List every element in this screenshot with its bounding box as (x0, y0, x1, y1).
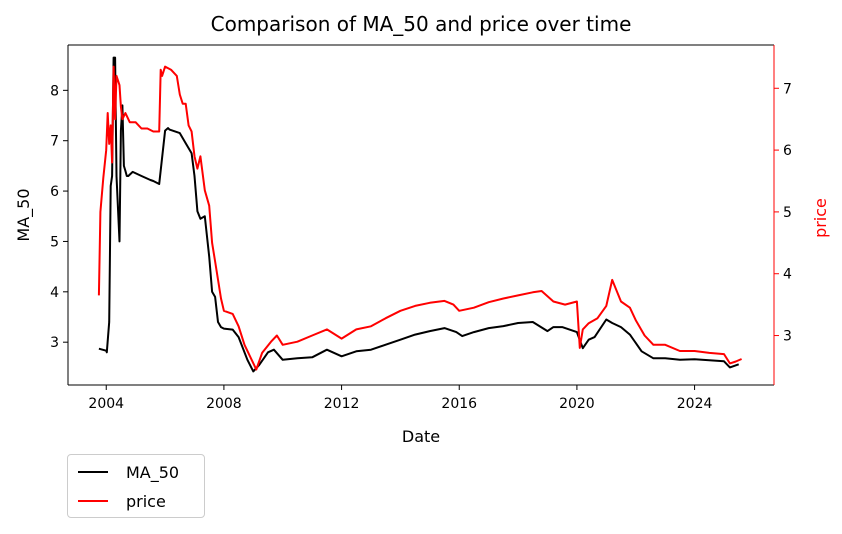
right-y-tick-label: 7 (783, 81, 792, 97)
legend-label-price: price (126, 491, 166, 511)
series-line-price (97, 65, 742, 371)
legend: MA_50 price (67, 454, 205, 518)
left-y-tick-label: 3 (50, 335, 59, 351)
x-tick-label: 2020 (559, 396, 595, 412)
x-tick-label: 2008 (206, 396, 242, 412)
legend-label-ma50: MA_50 (126, 462, 180, 482)
left-y-axis-label: MA_50 (14, 188, 34, 241)
chart-title: Comparison of MA_50 and price over time (211, 12, 632, 36)
right-y-tick-label: 4 (783, 267, 792, 283)
left-y-tick-label: 6 (50, 184, 59, 200)
x-tick-label: 2016 (441, 396, 477, 412)
legend-item-price: price (78, 491, 166, 511)
axis-layer: 2004 2008 2012 2016 2020 2024 3 4 5 6 7 8 3 4 5 6 7 (50, 44, 792, 412)
series-layer (97, 56, 742, 373)
series-line-ma50 (98, 56, 740, 373)
right-y-tick-label: 6 (783, 143, 792, 159)
left-y-tick-label: 4 (50, 285, 59, 301)
x-axis-label: Date (402, 427, 440, 446)
legend-swatch-price (78, 500, 108, 502)
right-y-tick-label: 3 (783, 329, 792, 345)
legend-swatch-ma50 (78, 471, 108, 473)
right-y-axis-label: price (811, 198, 830, 238)
x-tick-label: 2024 (677, 396, 713, 412)
left-y-tick-label: 8 (50, 83, 59, 99)
right-y-tick-label: 5 (783, 205, 792, 221)
left-y-tick-label: 5 (50, 234, 59, 250)
x-tick-label: 2012 (324, 396, 360, 412)
legend-item-ma50: MA_50 (78, 462, 179, 482)
x-tick-label: 2004 (88, 396, 124, 412)
left-y-tick-label: 7 (50, 134, 59, 150)
